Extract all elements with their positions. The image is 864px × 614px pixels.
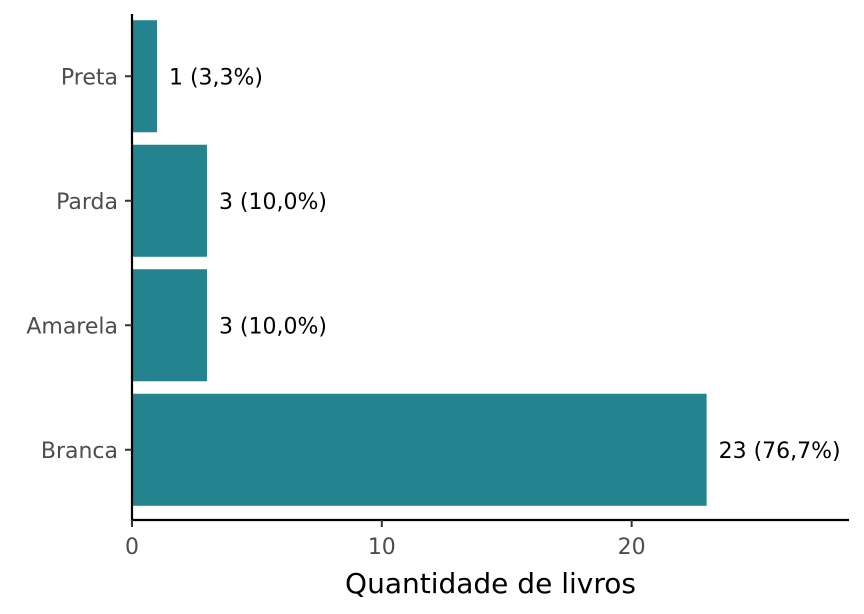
y-tick-label-amarela: Amarela [26, 314, 118, 339]
data-label-branca: 23 (76,7%) [719, 439, 841, 464]
x-tick-label-10: 10 [368, 535, 396, 560]
bar-amarela [132, 269, 207, 382]
bar-parda [132, 144, 207, 257]
bar-branca [132, 393, 707, 506]
data-label-preta: 1 (3,3%) [169, 65, 263, 90]
y-tick-label-parda: Parda [56, 190, 118, 215]
data-labels-group: 23 (76,7%) 3 (10,0%) 3 (10,0%) 1 (3,3%) [169, 65, 841, 464]
x-tick-label-0: 0 [125, 535, 139, 560]
bars-group [132, 20, 707, 506]
x-axis: 0 10 20 [125, 518, 849, 560]
data-label-amarela: 3 (10,0%) [219, 314, 327, 339]
x-axis-title: Quantidade de livros [345, 567, 636, 600]
bar-preta [132, 20, 157, 133]
y-tick-label-branca: Branca [41, 439, 118, 464]
y-tick-label-preta: Preta [61, 65, 118, 90]
x-tick-label-20: 20 [618, 535, 646, 560]
y-axis: Branca Amarela Parda Preta [26, 14, 134, 521]
data-label-parda: 3 (10,0%) [219, 190, 327, 215]
